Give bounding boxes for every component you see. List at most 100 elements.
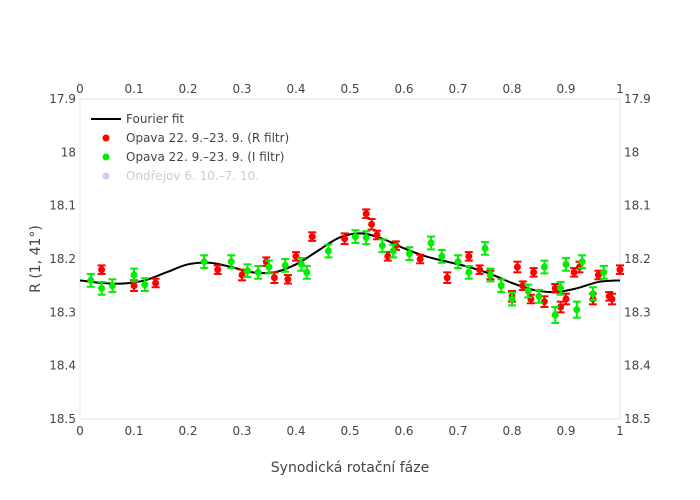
data-point[interactable] [475, 264, 484, 275]
data-point[interactable] [437, 248, 446, 264]
data-point[interactable] [378, 238, 387, 254]
marker [551, 311, 559, 319]
data-point[interactable] [540, 259, 549, 275]
data-point[interactable] [140, 277, 149, 292]
data-point[interactable] [464, 264, 473, 280]
marker [519, 282, 527, 290]
marker [98, 266, 106, 274]
legend-label: Opava 22. 9.–23. 9. (R filtr) [126, 131, 289, 145]
x-tick-label-bottom: 0.5 [340, 424, 359, 438]
data-point[interactable] [86, 272, 95, 288]
x-tick-label-bottom: 0.2 [178, 424, 197, 438]
marker [378, 242, 386, 250]
data-point[interactable] [367, 218, 376, 231]
data-point[interactable] [283, 274, 292, 285]
x-tick-label-bottom: 0.4 [286, 424, 305, 438]
marker [589, 290, 597, 298]
data-point[interactable] [443, 271, 452, 284]
marker [454, 258, 462, 266]
data-point[interactable] [227, 254, 236, 270]
legend-item[interactable]: Fourier fit [91, 112, 184, 126]
legend[interactable]: Fourier fit Opava 22. 9.–23. 9. (R filtr)… [84, 106, 289, 186]
data-point[interactable] [351, 229, 360, 244]
x-tick-label-bottom: 1 [616, 424, 624, 438]
data-point[interactable] [454, 254, 462, 270]
data-point[interactable] [464, 251, 473, 262]
data-point[interactable] [97, 264, 106, 275]
data-point[interactable] [497, 278, 506, 294]
data-point[interactable] [308, 231, 317, 242]
data-point[interactable] [589, 286, 597, 302]
legend-item[interactable]: Opava 22. 9.–23. 9. (I filtr) [102, 150, 285, 164]
x-tick-label-top: 0.9 [556, 82, 575, 96]
y-tick-label-left: 18.2 [49, 252, 76, 266]
legend-item[interactable]: Opava 22. 9.–23. 9. (R filtr) [102, 131, 290, 145]
marker [438, 252, 446, 260]
data-point[interactable] [607, 292, 616, 306]
data-point[interactable] [389, 243, 398, 259]
data-point[interactable] [551, 306, 560, 324]
marker [368, 220, 376, 228]
data-point[interactable] [200, 254, 209, 270]
data-point[interactable] [481, 240, 489, 256]
data-point[interactable] [578, 254, 587, 270]
data-point[interactable] [362, 208, 371, 219]
data-point[interactable] [405, 246, 414, 262]
marker [530, 268, 538, 276]
data-point[interactable] [254, 264, 263, 280]
y-axis-title: R (1, 41°) [28, 225, 44, 293]
data-point[interactable] [616, 264, 624, 275]
y-tick-label-right: 18.1 [624, 199, 651, 213]
data-point[interactable] [302, 264, 311, 280]
data-point[interactable] [551, 283, 560, 294]
marker [389, 247, 397, 255]
marker [465, 252, 473, 260]
x-tick-label-bottom: 0.1 [124, 424, 143, 438]
marker [600, 268, 608, 276]
data-point[interactable] [524, 283, 533, 299]
marker [87, 276, 95, 284]
x-tick-label-top: 0.7 [448, 82, 467, 96]
legend-item[interactable]: Ondřejov 6. 10.–7. 10. [102, 169, 260, 183]
data-point[interactable] [513, 260, 522, 274]
data-point[interactable] [151, 277, 160, 289]
data-point[interactable] [529, 267, 538, 278]
data-point[interactable] [572, 300, 581, 319]
data-point[interactable] [362, 230, 371, 246]
marker [562, 295, 570, 303]
y-tick-label-right: 18.2 [624, 252, 651, 266]
data-point[interactable] [535, 288, 543, 304]
data-point[interactable] [108, 278, 117, 294]
marker [254, 268, 262, 276]
data-point[interactable] [130, 267, 138, 283]
data-point[interactable] [281, 258, 290, 273]
data-point[interactable] [562, 256, 570, 272]
data-point[interactable] [243, 263, 252, 279]
data-point[interactable] [599, 264, 608, 280]
marker [481, 244, 489, 252]
y-tick-label-right: 18.4 [624, 359, 651, 373]
marker [608, 295, 616, 303]
data-point[interactable] [508, 291, 516, 307]
data-point[interactable] [265, 259, 273, 275]
marker [540, 263, 548, 271]
x-tick-label-top: 0.2 [178, 82, 197, 96]
data-point[interactable] [324, 243, 333, 259]
data-point[interactable] [97, 280, 106, 296]
data-point[interactable] [373, 229, 381, 241]
marker [243, 267, 251, 275]
marker [497, 282, 505, 290]
data-point[interactable] [556, 280, 565, 296]
marker [416, 255, 424, 263]
data-point[interactable] [270, 271, 279, 284]
data-point[interactable] [486, 267, 495, 283]
data-point[interactable] [427, 235, 435, 251]
data-point[interactable] [416, 253, 425, 265]
data-point[interactable] [213, 264, 222, 275]
data-point[interactable] [340, 232, 349, 246]
data-point[interactable] [562, 292, 570, 306]
series-2 [86, 229, 608, 324]
marker [551, 284, 559, 292]
x-tick-label-bottom: 0 [76, 424, 84, 438]
